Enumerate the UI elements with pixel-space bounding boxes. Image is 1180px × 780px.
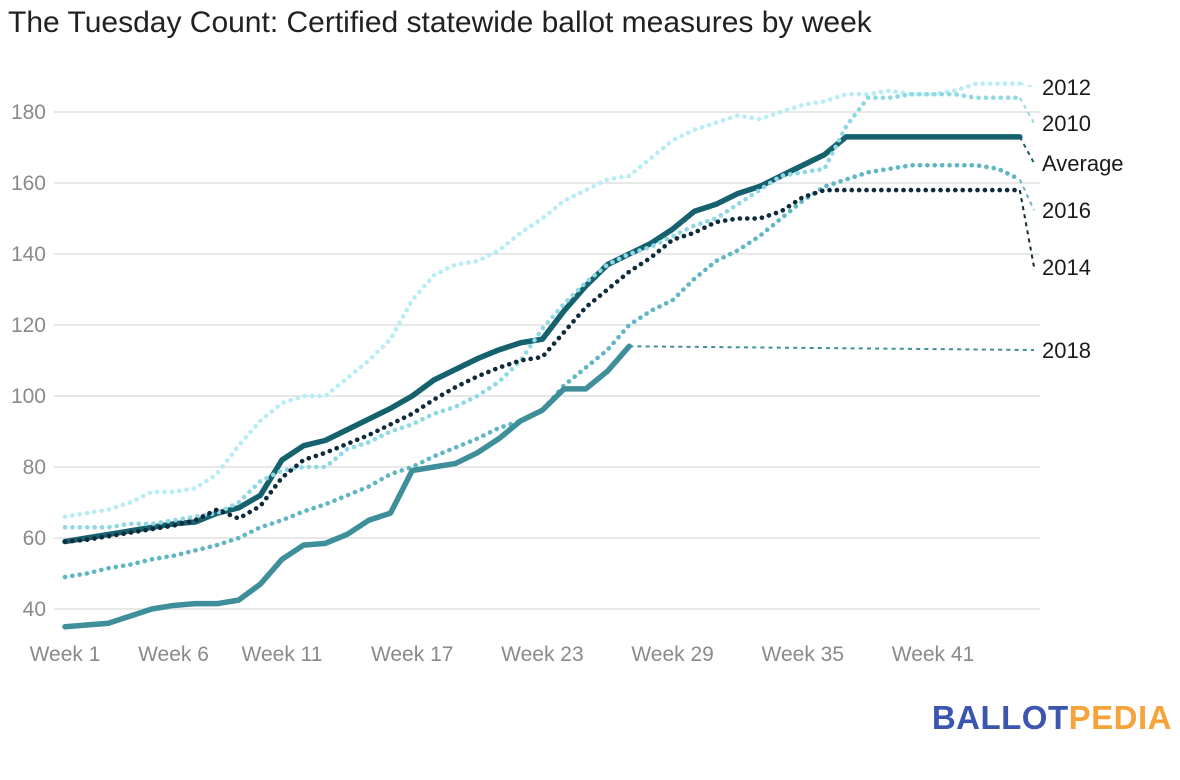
series-label-2018: 2018 xyxy=(1042,338,1091,363)
logo-pedia: PEDIA xyxy=(1068,699,1172,736)
series-line-2018 xyxy=(62,343,632,630)
series-label-2010: 2010 xyxy=(1042,111,1091,136)
series-label-2014: 2014 xyxy=(1042,255,1091,280)
y-tick-140: 140 xyxy=(11,243,46,266)
series-line-2014 xyxy=(62,187,1023,544)
y-tick-160: 160 xyxy=(11,172,46,195)
series-line-2012 xyxy=(62,81,1023,520)
logo-ballot: BALLOT xyxy=(931,699,1069,736)
series-label-average: Average xyxy=(1042,151,1124,176)
chart-title: The Tuesday Count: Certified statewide b… xyxy=(8,6,872,39)
x-tick-1: Week 1 xyxy=(30,643,101,666)
ballotpedia-logo: BALLOTPEDIA xyxy=(932,699,1172,737)
x-tick-6: Week 6 xyxy=(138,643,209,666)
x-tick-11: Week 11 xyxy=(242,643,323,666)
x-tick-29: Week 29 xyxy=(631,643,714,666)
x-tick-17: Week 17 xyxy=(371,643,454,666)
y-tick-120: 120 xyxy=(11,314,46,337)
y-tick-80: 80 xyxy=(23,456,46,479)
y-tick-180: 180 xyxy=(11,101,46,124)
leader-line-2014 xyxy=(1018,189,1035,268)
y-tick-60: 60 xyxy=(23,527,46,550)
y-tick-100: 100 xyxy=(11,385,46,408)
x-tick-23: Week 23 xyxy=(501,643,584,666)
x-tick-35: Week 35 xyxy=(762,643,845,666)
y-tick-40: 40 xyxy=(23,598,46,621)
series-label-2016: 2016 xyxy=(1042,198,1091,223)
leader-line-2010 xyxy=(1018,97,1035,124)
x-tick-41: Week 41 xyxy=(892,643,975,666)
series-line-2010 xyxy=(62,91,1023,530)
leader-line-2018 xyxy=(629,345,1035,351)
leader-line-average xyxy=(1018,136,1035,164)
leader-line-2012 xyxy=(1019,82,1035,88)
leader-line-2016 xyxy=(1018,179,1035,211)
series-label-2012: 2012 xyxy=(1042,75,1091,100)
